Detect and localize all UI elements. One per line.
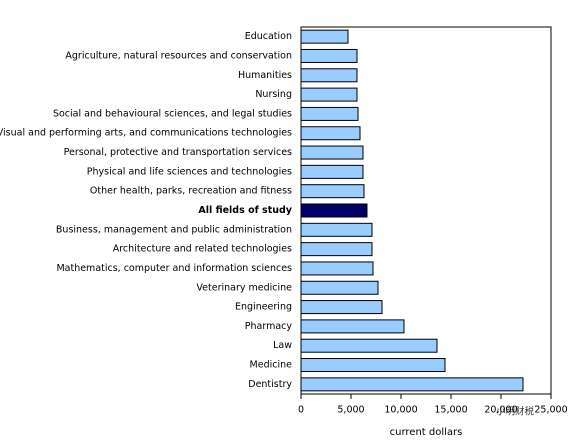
watermark: 小明财税 [496,406,535,418]
x-axis-title: current dollars [390,427,463,438]
y-tick-label: Nursing [255,89,292,100]
y-tick-label: Personal, protective and transportation … [64,147,292,158]
bar [300,145,364,160]
y-tick-label: Humanities [238,70,292,81]
x-tick-label: 15,000 [434,405,467,416]
bar [300,48,358,63]
y-tick-label: Other health, parks, recreation and fitn… [90,186,292,197]
x-tick-label: 20,000 [484,405,517,416]
y-tick-label: Business, management and public administ… [56,224,292,235]
x-tick-label: 5,000 [337,405,364,416]
y-tick-label: Medicine [250,360,293,371]
bar [300,203,368,218]
y-tick-label: Agriculture, natural resources and conse… [65,50,292,61]
y-tick-label: Pharmacy [245,321,293,332]
bar [300,106,359,121]
bar [300,184,365,199]
y-tick-label: Dentistry [248,379,292,390]
x-tick-label: 0 [298,405,304,416]
bar [300,68,358,83]
y-tick-label: Engineering [235,302,292,313]
bar [300,377,524,392]
y-tick-label: All fields of study [198,205,292,216]
bar [300,280,379,295]
bar [300,358,446,373]
x-tick-label: 25,000 [534,405,567,416]
y-tick-label: Mathematics, computer and information sc… [56,263,292,274]
bar [300,126,361,141]
y-tick-label: Veterinary medicine [196,282,292,293]
y-tick-label: Social and behavioural sciences, and leg… [53,108,292,119]
y-tick-label: Physical and life sciences and technolog… [87,166,292,177]
bar [300,300,383,315]
bar [300,222,373,237]
bar [300,87,358,102]
y-tick-label: Architecture and related technologies [113,244,292,255]
y-tick-label: Education [245,31,292,42]
bar [300,29,349,44]
x-tick-label: 10,000 [384,405,417,416]
y-tick-label: Law [273,340,292,351]
bar [300,338,438,353]
bar [300,164,364,179]
y-tick-label: Visual and performing arts, and communic… [0,128,292,139]
bar [300,242,373,257]
bar [300,261,374,276]
bar [300,319,405,334]
